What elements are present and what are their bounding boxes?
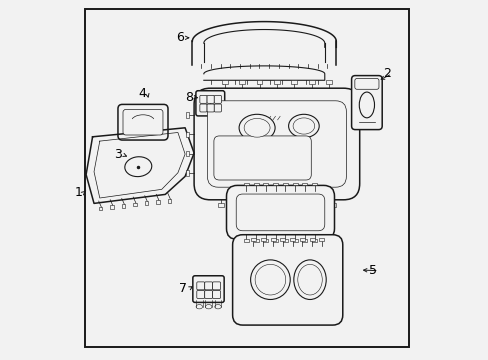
FancyBboxPatch shape — [212, 291, 220, 298]
Bar — [185, 112, 189, 118]
Bar — [302, 239, 307, 242]
FancyBboxPatch shape — [200, 104, 206, 112]
FancyBboxPatch shape — [213, 136, 311, 180]
FancyBboxPatch shape — [351, 76, 382, 130]
Bar — [222, 80, 227, 84]
Bar — [185, 170, 189, 176]
FancyBboxPatch shape — [123, 109, 163, 135]
FancyBboxPatch shape — [118, 104, 168, 140]
FancyBboxPatch shape — [196, 91, 224, 116]
FancyBboxPatch shape — [354, 78, 378, 89]
Bar — [245, 203, 251, 207]
Ellipse shape — [288, 114, 319, 138]
Bar — [244, 183, 248, 185]
Ellipse shape — [214, 305, 221, 309]
Bar — [311, 183, 317, 185]
Bar — [256, 80, 262, 84]
Ellipse shape — [205, 305, 211, 309]
Bar — [272, 183, 278, 185]
Bar — [272, 239, 278, 242]
Ellipse shape — [124, 157, 151, 177]
FancyBboxPatch shape — [207, 101, 346, 187]
FancyBboxPatch shape — [192, 276, 224, 302]
Text: 6: 6 — [175, 31, 183, 44]
Bar — [309, 238, 314, 241]
Ellipse shape — [239, 114, 275, 141]
Bar — [144, 202, 148, 205]
Bar — [167, 199, 171, 203]
FancyBboxPatch shape — [196, 282, 204, 290]
Bar — [282, 239, 287, 242]
Bar — [122, 204, 125, 208]
Bar — [263, 183, 268, 185]
Ellipse shape — [250, 260, 289, 300]
Bar — [156, 200, 160, 204]
Text: 1: 1 — [74, 186, 82, 199]
Bar — [263, 239, 268, 242]
FancyBboxPatch shape — [194, 88, 359, 200]
FancyBboxPatch shape — [206, 95, 214, 103]
Bar — [311, 239, 317, 242]
Bar — [250, 238, 256, 241]
Text: 4: 4 — [138, 87, 145, 100]
FancyBboxPatch shape — [226, 185, 334, 239]
FancyBboxPatch shape — [200, 95, 206, 103]
Bar — [185, 131, 189, 137]
Bar — [319, 238, 324, 241]
Bar — [308, 80, 314, 84]
Bar — [110, 206, 114, 209]
Bar — [301, 203, 307, 207]
Bar — [260, 238, 265, 241]
Bar — [292, 183, 297, 185]
Bar — [185, 151, 189, 157]
Ellipse shape — [297, 264, 322, 295]
Ellipse shape — [359, 92, 374, 118]
FancyBboxPatch shape — [258, 112, 284, 123]
Text: 5: 5 — [368, 264, 377, 277]
Bar — [282, 183, 287, 185]
Ellipse shape — [293, 260, 325, 300]
Bar — [260, 203, 265, 207]
Bar — [289, 238, 294, 241]
Text: 7: 7 — [179, 282, 187, 295]
FancyBboxPatch shape — [204, 291, 212, 298]
Bar — [99, 207, 102, 210]
FancyBboxPatch shape — [232, 235, 342, 325]
FancyBboxPatch shape — [196, 291, 204, 298]
Bar — [253, 239, 258, 242]
Bar — [329, 203, 335, 207]
Ellipse shape — [292, 118, 314, 134]
FancyBboxPatch shape — [212, 282, 220, 290]
Bar — [244, 239, 248, 242]
Bar — [232, 203, 238, 207]
FancyBboxPatch shape — [214, 104, 221, 112]
Ellipse shape — [244, 118, 269, 137]
Bar — [133, 203, 137, 206]
FancyBboxPatch shape — [204, 282, 212, 290]
FancyBboxPatch shape — [206, 104, 214, 112]
Bar — [218, 203, 224, 207]
Text: 3: 3 — [114, 148, 122, 161]
Bar — [291, 80, 297, 84]
Text: 2: 2 — [382, 67, 390, 80]
FancyBboxPatch shape — [214, 95, 221, 103]
Bar — [270, 238, 275, 241]
Bar — [292, 239, 297, 242]
Bar — [287, 203, 293, 207]
Bar — [315, 203, 321, 207]
Ellipse shape — [196, 305, 202, 309]
Bar — [302, 183, 307, 185]
Bar — [253, 183, 258, 185]
Ellipse shape — [255, 264, 285, 295]
Bar — [280, 238, 285, 241]
Bar — [239, 80, 244, 84]
Bar — [273, 80, 279, 84]
Bar — [273, 203, 279, 207]
Bar — [299, 238, 304, 241]
FancyBboxPatch shape — [236, 194, 324, 231]
Bar — [325, 80, 331, 84]
Text: 8: 8 — [184, 91, 192, 104]
